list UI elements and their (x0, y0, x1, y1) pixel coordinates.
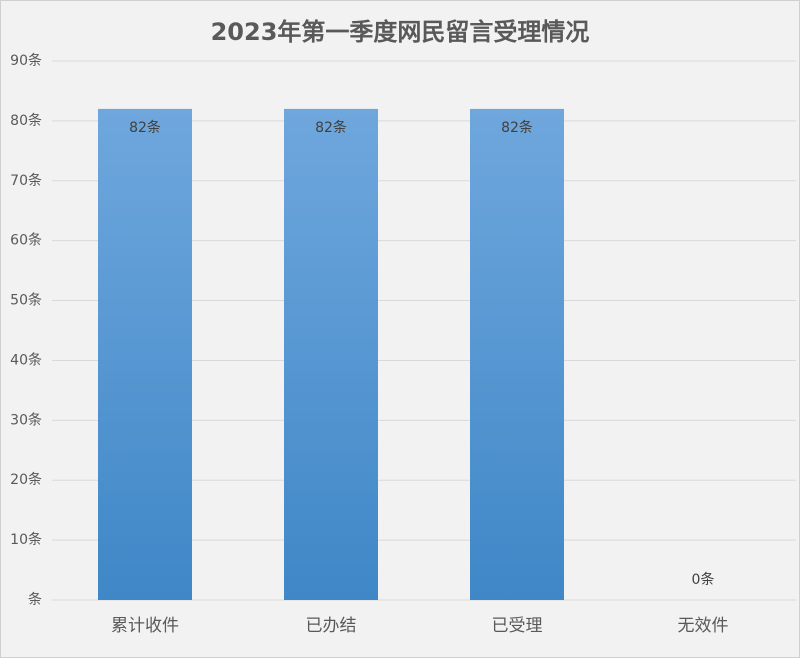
x-tick-label: 无效件 (678, 616, 729, 636)
y-tick-label: 70条 (10, 172, 42, 189)
y-tick-label: 90条 (10, 52, 42, 69)
y-tick-label: 20条 (10, 471, 42, 488)
y-tick-label: 40条 (10, 351, 42, 368)
value-label: 0条 (692, 571, 715, 588)
y-tick-label: 10条 (10, 531, 42, 548)
bar (284, 108, 378, 601)
x-tick-label: 已受理 (492, 616, 543, 636)
y-tick-label: 80条 (10, 112, 42, 129)
value-label: 82条 (501, 119, 533, 136)
value-label: 82条 (315, 119, 347, 136)
chart-title: 2023年第一季度网民留言受理情况 (211, 18, 590, 46)
y-tick-label: 条 (28, 591, 42, 608)
x-tick-label: 累计收件 (111, 616, 179, 636)
bar (98, 108, 192, 601)
x-tick-label: 已办结 (306, 616, 357, 636)
y-tick-label: 50条 (10, 292, 42, 309)
y-tick-label: 60条 (10, 232, 42, 249)
value-label: 82条 (129, 119, 161, 136)
bar (470, 108, 564, 601)
y-tick-label: 30条 (10, 411, 42, 428)
